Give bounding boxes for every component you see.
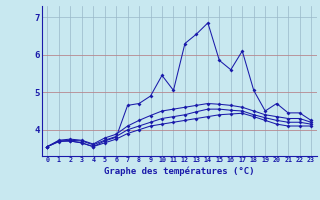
X-axis label: Graphe des températures (°C): Graphe des températures (°C) — [104, 166, 254, 176]
